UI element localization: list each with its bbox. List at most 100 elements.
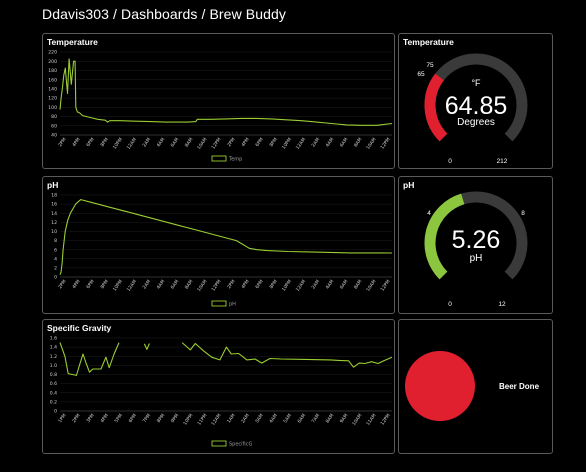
ph-gauge-panel: pH 5.26 pH 0 12 4 8 xyxy=(398,176,553,314)
y-tick-label: 120 xyxy=(48,96,57,102)
x-tick-label: 10AM xyxy=(196,279,208,293)
x-tick-label: 6AM xyxy=(170,279,181,291)
legend-swatch xyxy=(211,155,227,162)
x-tick-label: 2AM xyxy=(311,137,322,149)
x-tick-label: 6PM xyxy=(85,279,95,290)
y-tick-label: 60 xyxy=(51,123,57,129)
y-tick-label: 18 xyxy=(51,193,57,199)
x-tick-label: 8PM xyxy=(99,279,109,290)
x-tick-label: 12PM xyxy=(379,137,391,151)
series-line-temp xyxy=(59,58,393,126)
gauge-unit-label: pH xyxy=(470,253,483,264)
temperature-gauge-panel: Temperature °F 64.85 Degrees 0 212 65 75 xyxy=(398,33,553,169)
gauge-max-label: 12 xyxy=(498,301,506,308)
temperature-chart-panel: Temperature 40 60 80 100 120 140 160 180 200 220 2… xyxy=(42,33,395,169)
y-tick-label: 160 xyxy=(48,77,57,83)
x-tick-label: 6AM xyxy=(339,279,350,291)
y-tick-label: 1.0 xyxy=(50,363,57,369)
y-tick-label: 8 xyxy=(54,238,57,244)
y-tick-label: 1.2 xyxy=(50,354,57,360)
beer-done-panel: Beer Done xyxy=(398,319,553,454)
gauge-high-threshold-label: 8 xyxy=(521,210,525,217)
y-tick-label: 6 xyxy=(54,247,57,253)
x-tick-label: 6PM xyxy=(254,279,264,290)
gauge-unit-label: Degrees xyxy=(457,117,495,128)
beer-done-label: Beer Done xyxy=(499,382,540,391)
x-tick-label: 2PM xyxy=(57,279,67,290)
x-tick-label: 11AM xyxy=(365,413,377,427)
x-tick-label: 1AM xyxy=(226,413,237,425)
ph-chart-panel: pH 0 2 4 6 8 10 12 14 16 18 2PM 4PM 6PM 8PM 10PM 12AM 2A… xyxy=(42,176,395,314)
x-tick-label: 2PM xyxy=(226,137,236,148)
x-tick-label: 4PM xyxy=(71,279,81,290)
x-tick-label: 2PM xyxy=(226,279,236,290)
x-tick-label: 12AM xyxy=(295,279,307,293)
ph-gauge-title: pH xyxy=(403,180,415,190)
x-tick-label: 12PM xyxy=(210,279,222,293)
x-tick-label: 2PM xyxy=(71,413,81,424)
x-tick-label: 4AM xyxy=(325,137,336,149)
y-tick-label: 100 xyxy=(48,105,57,111)
x-tick-label: 8AM xyxy=(325,413,336,425)
breadcrumb[interactable]: Ddavis303 / Dashboards / Brew Buddy xyxy=(42,6,286,22)
gauge-low-threshold-label: 4 xyxy=(427,210,431,217)
y-tick-label: 0.4 xyxy=(50,390,57,396)
ph-chart-title: pH xyxy=(47,180,59,190)
x-tick-label: 10AM xyxy=(365,137,377,151)
x-tick-label: 8PM xyxy=(268,137,278,148)
x-tick-label: 5PM xyxy=(114,413,124,424)
beer-done-indicator-canvas xyxy=(405,351,475,421)
x-tick-label: 2AM xyxy=(141,137,152,149)
x-tick-label: 12PM xyxy=(379,413,391,427)
x-tick-label: 12AM xyxy=(126,137,138,151)
x-tick-label: 12AM xyxy=(210,413,222,427)
x-tick-label: 6PM xyxy=(254,137,264,148)
legend-swatch xyxy=(211,440,227,447)
x-tick-label: 10AM xyxy=(365,279,377,293)
x-tick-label: 2AM xyxy=(240,413,251,425)
gauge-min-label: 0 xyxy=(448,158,452,165)
x-tick-label: 10PM xyxy=(281,279,293,293)
series-line-ph xyxy=(59,199,393,275)
legend-label: SpecificG xyxy=(229,442,252,448)
series-line-specificg xyxy=(59,342,120,376)
x-tick-label: 12PM xyxy=(210,137,222,151)
x-tick-label: 3AM xyxy=(254,413,265,425)
y-tick-label: 0 xyxy=(54,275,57,281)
x-tick-label: 6AM xyxy=(339,137,350,149)
series-line-specificg xyxy=(143,343,150,350)
x-tick-label: 7AM xyxy=(311,413,322,425)
x-tick-label: 6PM xyxy=(128,413,138,424)
x-tick-label: 4PM xyxy=(240,137,250,148)
x-tick-label: 10AM xyxy=(351,413,363,427)
series-line-specificg xyxy=(181,342,393,368)
y-tick-label: 200 xyxy=(48,59,57,65)
x-tick-label: 9PM xyxy=(170,413,180,424)
x-tick-label: 6AM xyxy=(170,137,181,149)
y-tick-label: 80 xyxy=(51,114,57,120)
legend-label: pH xyxy=(229,302,236,308)
y-tick-label: 0.2 xyxy=(50,399,57,405)
gauge-high-threshold-label: 75 xyxy=(426,62,434,69)
x-tick-label: 6AM xyxy=(296,413,307,425)
gauge-fill xyxy=(424,73,448,142)
x-tick-label: 4PM xyxy=(71,137,81,148)
x-tick-label: 8PM xyxy=(268,279,278,290)
specific-gravity-line-chart[interactable]: 0 0.2 0.4 0.6 0.8 1.0 1.2 1.4 1.6 1PM 2PM 3PM 4PM 5PM… xyxy=(43,320,396,455)
beer-done-indicator xyxy=(405,351,475,421)
y-tick-label: 220 xyxy=(48,50,57,56)
y-tick-label: 180 xyxy=(48,68,57,74)
x-tick-label: 10PM xyxy=(112,279,124,293)
legend-label: Temp xyxy=(228,157,242,163)
y-tick-label: 0 xyxy=(54,409,57,415)
x-tick-label: 8AM xyxy=(184,279,195,291)
gauge-max-label: 212 xyxy=(497,158,508,165)
x-tick-label: 2AM xyxy=(311,279,322,291)
y-tick-label: 40 xyxy=(51,133,57,139)
x-tick-label: 9AM xyxy=(339,413,350,425)
x-tick-label: 4AM xyxy=(156,279,167,291)
x-tick-label: 12AM xyxy=(126,279,138,293)
